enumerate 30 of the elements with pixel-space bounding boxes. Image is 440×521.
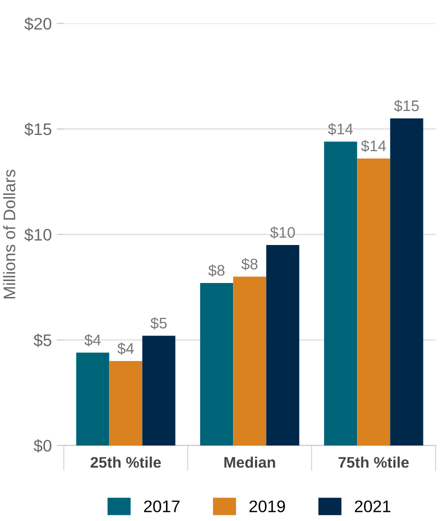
legend-label: 2019 (250, 500, 285, 512)
y-tick-label: $10 (24, 228, 52, 242)
legend-label: 2017 (144, 500, 180, 512)
bar (266, 245, 300, 446)
bar (200, 282, 234, 446)
y-tick-label: $15 (24, 122, 52, 136)
data-label: $14 (328, 122, 353, 136)
y-axis-title: Millions of Dollars (3, 170, 16, 298)
data-label: $10 (270, 226, 295, 239)
y-tick-label: $0 (34, 439, 52, 453)
bar (357, 158, 390, 446)
data-label: $15 (394, 100, 419, 112)
data-label: $14 (361, 140, 386, 152)
data-label: $8 (208, 264, 224, 277)
bar (233, 276, 266, 446)
legend-label: 2021 (354, 500, 390, 512)
data-label: $8 (241, 258, 258, 270)
x-tick-label: Median (224, 456, 276, 468)
bar (76, 352, 110, 446)
bar (142, 336, 176, 446)
bar (324, 142, 358, 446)
x-tick-label: 75th %tile (338, 456, 409, 468)
y-tick-label: $20 (24, 17, 52, 31)
data-label: $5 (150, 317, 167, 330)
x-tick-label: 25th %tile (90, 456, 161, 468)
data-label: $4 (117, 342, 134, 355)
bar (390, 118, 424, 446)
y-tick-label: $5 (34, 334, 52, 348)
bar (109, 361, 142, 446)
data-label: $4 (84, 334, 101, 346)
